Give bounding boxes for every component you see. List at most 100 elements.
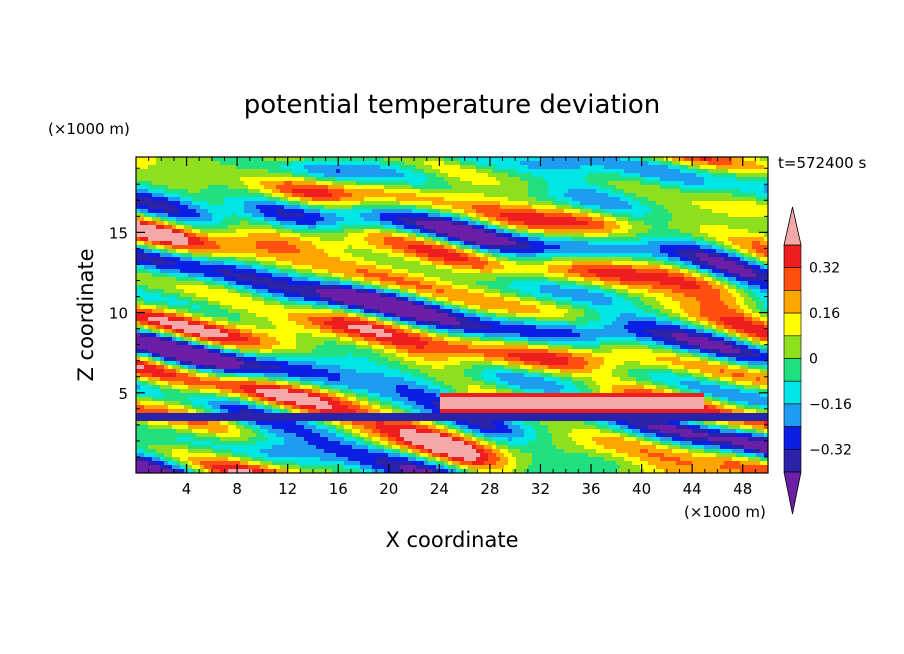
heatmap-cell [600, 201, 605, 206]
heatmap-cell [296, 169, 301, 174]
heatmap-cell [272, 209, 277, 214]
heatmap-cell [756, 249, 761, 254]
heatmap-cell [464, 253, 469, 258]
heatmap-cell [676, 253, 681, 258]
heatmap-cell [440, 281, 445, 286]
heatmap-cell [544, 189, 549, 194]
heatmap-cell [716, 257, 721, 262]
heatmap-cell [764, 201, 768, 206]
heatmap-cell [652, 205, 657, 210]
heatmap-cell [436, 213, 441, 218]
heatmap-cell [700, 241, 705, 246]
heatmap-cell [480, 221, 485, 226]
heatmap-cell [356, 185, 361, 190]
heatmap-cell [416, 201, 421, 206]
heatmap-cell [400, 221, 405, 226]
heatmap-cell [752, 189, 757, 194]
heatmap-cell [688, 273, 693, 278]
heatmap-cell [216, 221, 221, 226]
heatmap-cell [696, 265, 701, 270]
heatmap-cell [332, 161, 337, 166]
heatmap-cell [648, 273, 653, 278]
heatmap-cell [256, 221, 261, 226]
heatmap-cell [232, 177, 237, 182]
heatmap-cell [484, 201, 489, 206]
heatmap-cell [212, 213, 217, 218]
heatmap-cell [580, 229, 585, 234]
heatmap-cell [604, 157, 609, 162]
heatmap-cell [168, 237, 173, 242]
heatmap-cell [324, 253, 329, 258]
heatmap-cell [312, 193, 317, 198]
heatmap-cell [712, 197, 717, 202]
heatmap-cell [332, 217, 337, 222]
heatmap-cell [476, 241, 481, 246]
heatmap-cell [396, 229, 401, 234]
heatmap-cell [548, 157, 553, 162]
heatmap-cell [192, 193, 197, 198]
heatmap-cell [508, 229, 513, 234]
heatmap-cell [760, 257, 765, 262]
heatmap-cell [256, 169, 261, 174]
heatmap-cell [688, 229, 693, 234]
heatmap-cell [384, 213, 389, 218]
heatmap-cell [516, 221, 521, 226]
heatmap-cell [544, 181, 549, 186]
heatmap-cell [652, 209, 657, 214]
heatmap-cell [432, 225, 437, 230]
heatmap-cell [424, 273, 429, 278]
heatmap-cell [676, 197, 681, 202]
heatmap-cell [312, 233, 317, 238]
heatmap-cell [368, 233, 373, 238]
heatmap-cell [276, 277, 281, 282]
heatmap-cell [712, 273, 717, 278]
heatmap-cell [672, 181, 677, 186]
heatmap-cell [368, 225, 373, 230]
heatmap-cell [336, 253, 341, 258]
heatmap-cell [448, 193, 453, 198]
heatmap-cell [180, 245, 185, 250]
heatmap-cell [692, 273, 697, 278]
heatmap-cell [508, 221, 513, 226]
heatmap-cell [376, 169, 381, 174]
heatmap-cell [272, 201, 277, 206]
heatmap-cell [196, 217, 201, 222]
heatmap-cell [300, 189, 305, 194]
heatmap-cell [624, 181, 629, 186]
heatmap-cell [688, 269, 693, 274]
heatmap-cell [204, 237, 209, 242]
heatmap-cell [740, 265, 745, 270]
heatmap-cell [228, 201, 233, 206]
heatmap-cell [632, 213, 637, 218]
heatmap-cell [300, 229, 305, 234]
heatmap-cell [748, 193, 753, 198]
heatmap-cell [276, 257, 281, 262]
heatmap-cell [404, 169, 409, 174]
heatmap-cell [292, 277, 297, 282]
heatmap-cell [432, 173, 437, 178]
heatmap-cell [364, 281, 369, 286]
heatmap-cell [664, 185, 669, 190]
heatmap-cell [244, 217, 249, 222]
heatmap-cell [140, 273, 145, 278]
heatmap-cell [224, 249, 229, 254]
heatmap-cell [652, 249, 657, 254]
heatmap-cell [728, 273, 733, 278]
heatmap-cell [348, 197, 353, 202]
heatmap-cell [212, 157, 217, 162]
heatmap-cell [164, 237, 169, 242]
heatmap-cell [404, 205, 409, 210]
heatmap-cell [696, 229, 701, 234]
heatmap-cell [592, 177, 597, 182]
heatmap-cell [728, 241, 733, 246]
heatmap-cell [380, 197, 385, 202]
heatmap-cell [424, 181, 429, 186]
heatmap-cell [716, 177, 721, 182]
heatmap-cell [308, 253, 313, 258]
heatmap-cell [364, 169, 369, 174]
heatmap-cell [280, 225, 285, 230]
heatmap-cell [740, 277, 745, 282]
heatmap-cell [380, 265, 385, 270]
heatmap-cell [532, 205, 537, 210]
heatmap-cell [228, 257, 233, 262]
